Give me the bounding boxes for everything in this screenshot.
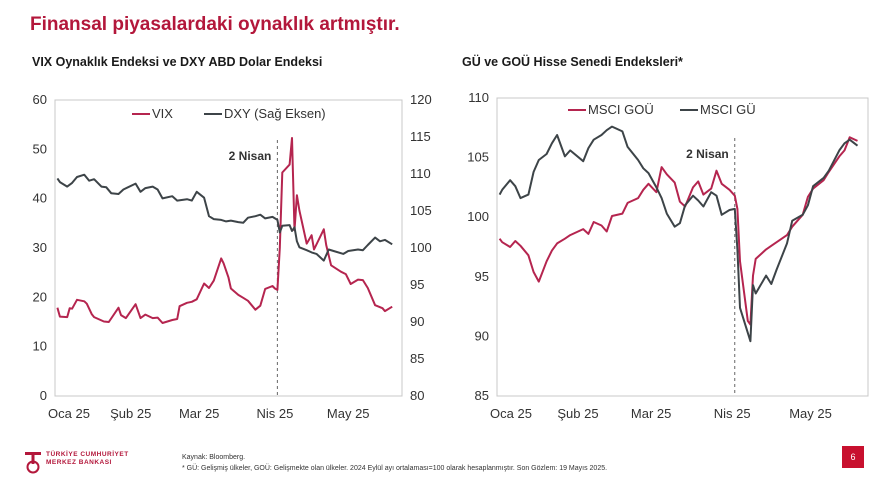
y2-tick-label: 90 [410, 314, 424, 329]
right-chart-title: GÜ ve GOÜ Hisse Senedi Endeksleri* [462, 55, 683, 69]
y-tick-label: 60 [33, 92, 47, 107]
series-line-1 [56, 173, 393, 262]
plot-frame [496, 97, 869, 397]
y-tick-label: 30 [33, 240, 47, 255]
x-tick-label: Şub 25 [557, 406, 598, 421]
y-tick-label: 50 [33, 141, 47, 156]
y-tick-label: 110 [468, 90, 489, 105]
series-line-0 [498, 136, 858, 326]
source-text: Kaynak: Bloomberg. [182, 454, 246, 461]
logo-text: TÜRKİYE CUMHURİYET MERKEZ BANKASI [46, 451, 129, 467]
series-line-1 [498, 125, 859, 343]
legend-label: VIX [152, 106, 173, 121]
y2-tick-label: 110 [410, 166, 431, 181]
x-tick-label: May 25 [327, 406, 370, 421]
legend-label: DXY (Sağ Eksen) [224, 106, 326, 121]
x-tick-label: Mar 25 [631, 406, 671, 421]
x-tick-label: Oca 25 [48, 406, 90, 421]
x-tick-label: Şub 25 [110, 406, 151, 421]
y-tick-label: 10 [33, 339, 47, 354]
legend-label: MSCI GÜ [700, 102, 756, 117]
source-note: Kaynak: Bloomberg. * GÜ: Gelişmiş ülkele… [182, 452, 607, 474]
y2-tick-label: 80 [410, 388, 424, 403]
y2-tick-label: 100 [410, 240, 432, 255]
y-tick-label: 40 [33, 191, 47, 206]
cbrt-logo-icon [25, 452, 41, 474]
x-tick-label: Nis 25 [256, 406, 293, 421]
y-tick-label: 0 [40, 388, 47, 403]
y2-tick-label: 95 [410, 277, 424, 292]
footer: TÜRKİYE CUMHURİYET MERKEZ BANKASI Kaynak… [0, 436, 893, 492]
logo-line-2: MERKEZ BANKASI [46, 459, 112, 466]
y-tick-label: 20 [33, 289, 47, 304]
series-line-0 [56, 137, 393, 324]
left-chart-title: VIX Oynaklık Endeksi ve DXY ABD Dolar En… [32, 55, 323, 69]
y-tick-label: 105 [467, 150, 489, 165]
april-2-annotation: 2 Nisan [229, 149, 272, 163]
x-tick-label: May 25 [789, 406, 832, 421]
footnote-text: * GÜ: Gelişmiş ülkeler, GOÜ: Gelişmekte … [182, 465, 608, 472]
legend-label: MSCI GOÜ [588, 102, 654, 117]
y-tick-label: 90 [475, 328, 489, 343]
y-tick-label: 85 [475, 388, 489, 403]
april-2-annotation: 2 Nisan [686, 147, 729, 161]
y2-tick-label: 85 [410, 351, 424, 366]
logo-line-1: TÜRKİYE CUMHURİYET [46, 451, 129, 458]
x-tick-label: Oca 25 [490, 406, 532, 421]
x-tick-label: Nis 25 [714, 406, 751, 421]
y2-tick-label: 120 [410, 92, 432, 107]
y-tick-label: 95 [475, 269, 489, 284]
slide-title: Finansal piyasalardaki oynaklık artmıştı… [30, 14, 400, 35]
y2-tick-label: 105 [410, 203, 432, 218]
x-tick-label: Mar 25 [179, 406, 219, 421]
y2-tick-label: 115 [410, 129, 431, 144]
page-number: 6 [842, 446, 864, 468]
plot-frame [54, 99, 403, 397]
y-tick-label: 100 [467, 209, 489, 224]
